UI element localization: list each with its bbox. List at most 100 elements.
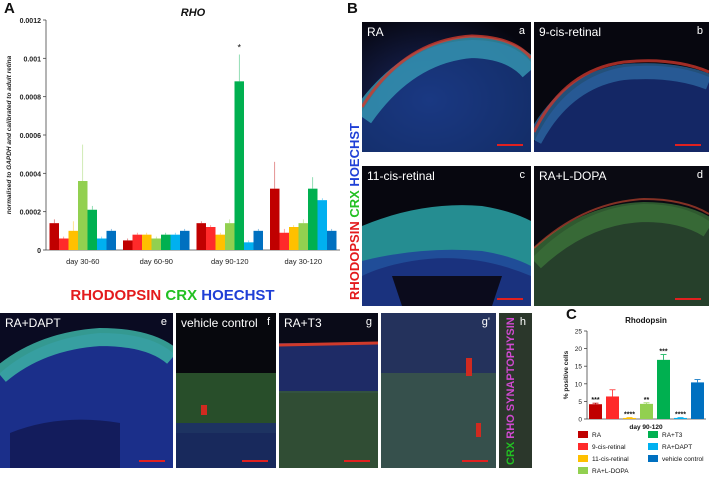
x-tick-label: day 30-120: [284, 257, 322, 266]
micrograph-sublabel: d: [696, 169, 703, 181]
bar: [606, 396, 619, 419]
micrograph-ra-t3: RA+T3 g: [279, 313, 378, 468]
micrograph-ra-l-dopa: RA+L-DOPA d: [534, 166, 709, 306]
micrograph-vehicle-image: [176, 313, 276, 468]
bar: [289, 227, 299, 250]
stain-crx: CRX: [165, 287, 198, 304]
bar: [270, 188, 280, 250]
legend-label: vehicle control: [662, 456, 704, 463]
stain-hoechst: HOECHST: [201, 287, 275, 304]
micrograph-ra-t3-zoom: g': [381, 313, 496, 468]
bar: [87, 209, 97, 250]
significance-label: **: [644, 397, 650, 404]
bar: [623, 417, 636, 419]
y-tick-label: 0: [37, 248, 41, 255]
legend-swatch: [578, 455, 588, 462]
micrograph-label: RA+DAPT: [5, 316, 61, 330]
bar: [196, 223, 206, 250]
y-tick-label: 20: [575, 346, 583, 353]
bar: [123, 240, 133, 250]
y-tick-label: 0.001: [23, 56, 41, 63]
micrograph-label: RA+T3: [284, 316, 322, 330]
legend-label: RA+L-DOPA: [592, 468, 629, 475]
x-tick-label: day 30-60: [66, 257, 99, 266]
significance-label: ***: [591, 397, 599, 404]
panel-letter-c: C: [566, 306, 577, 323]
significance-label: ****: [624, 412, 635, 419]
bar: [170, 234, 180, 250]
panel-letter-b: B: [347, 0, 358, 17]
panel-h-side-label: CRX RHO SYNAPTOPHYSIN: [505, 317, 517, 465]
legend-swatch: [578, 431, 588, 438]
micrograph-sublabel: a: [518, 25, 525, 37]
micrograph-sublabel: e: [160, 316, 167, 328]
scale-bar: [675, 298, 701, 300]
scale-bar: [139, 460, 165, 462]
scale-bar: [344, 460, 370, 462]
scale-bar: [462, 460, 488, 462]
scale-bar: [497, 298, 523, 300]
micrograph-ra-l-dopa-image: [534, 166, 709, 306]
y-tick-label: 15: [575, 364, 583, 371]
micrograph-sublabel: b: [696, 25, 703, 37]
legend-label: RA+T3: [662, 432, 683, 439]
bar: [234, 81, 244, 250]
y-axis-label: normalised to GAPDH and calibrated to ad…: [6, 55, 13, 214]
legend-swatch: [648, 455, 658, 462]
bar: [279, 232, 289, 250]
y-tick-label: 0: [578, 417, 582, 424]
legend-label: RA+DAPT: [662, 444, 692, 451]
micrograph-label: 11-cis-retinal: [367, 169, 435, 183]
micrograph-ra-t3-image: [279, 313, 378, 468]
legend-swatch: [578, 443, 588, 450]
bar: [142, 234, 152, 250]
legend-swatch: [648, 431, 658, 438]
micrograph-9-cis-image: [534, 22, 709, 152]
y-tick-label: 5: [578, 399, 582, 406]
significance-annotation: *: [237, 43, 241, 53]
bar: [691, 382, 704, 419]
bar: [298, 223, 308, 250]
scale-bar: [497, 144, 523, 146]
y-tick-label: 25: [575, 329, 583, 336]
bar: [215, 234, 225, 250]
chart-title: Rhodopsin: [625, 316, 667, 325]
bar: [657, 359, 670, 419]
bar: [317, 200, 327, 250]
micrograph-label: vehicle control: [181, 316, 258, 330]
legend-label: 11-cis-retinal: [592, 456, 629, 463]
micrograph-11-cis-image: [362, 166, 531, 306]
micrograph-sublabel: g: [365, 316, 372, 328]
x-tick-label: day 60-90: [140, 257, 173, 266]
bar: [253, 230, 263, 250]
y-tick-label: 0.0008: [20, 95, 42, 102]
bar: [640, 403, 653, 419]
y-tick-label: 0.0002: [20, 210, 42, 217]
micrograph-ra-image: [362, 22, 531, 152]
bar: [59, 238, 69, 250]
micrograph-crx-rho-synaptophysin: h CRX RHO SYNAPTOPHYSIN: [499, 313, 532, 468]
micrograph-9-cis-retinal: 9-cis-retinal b: [534, 22, 709, 152]
micrograph-label: RA: [367, 25, 384, 39]
panel-letter-a: A: [4, 0, 15, 17]
micrograph-ra-dapt: RA+DAPT e: [0, 313, 173, 468]
y-axis-label: % positive cells: [563, 350, 570, 399]
chart-title: RHO: [181, 7, 206, 19]
scale-bar: [242, 460, 268, 462]
micrograph-ra: RA a: [362, 22, 531, 152]
bar: [97, 238, 107, 250]
bar: [151, 238, 161, 250]
legend-label: 9-cis-retinal: [592, 444, 626, 451]
bar: [78, 181, 88, 250]
scale-bar: [675, 144, 701, 146]
y-tick-label: 10: [575, 381, 583, 388]
micrograph-11-cis-retinal: 11-cis-retinal c: [362, 166, 531, 306]
panel-b-side-label: RHODOPSIN CRX HOECHST: [347, 123, 362, 300]
stain-legend: RHODOPSIN CRX HOECHST: [0, 287, 345, 304]
significance-label: ***: [659, 349, 667, 356]
legend-swatch: [578, 467, 588, 474]
micrograph-sublabel: g': [481, 316, 490, 328]
y-tick-label: 0.0006: [20, 133, 42, 140]
bar: [161, 234, 171, 250]
